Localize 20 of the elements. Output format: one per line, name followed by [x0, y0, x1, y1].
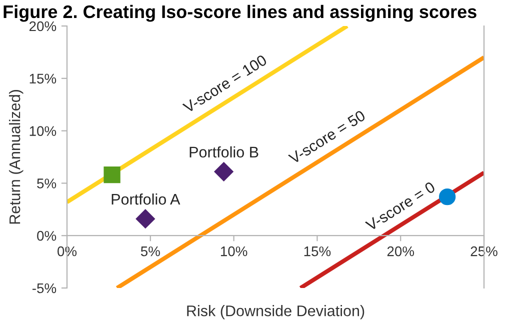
y-tick-label: 10% — [30, 126, 56, 136]
y-tick-label: 5% — [37, 178, 56, 188]
point — [136, 209, 155, 228]
x-tick-label: 5% — [140, 246, 160, 256]
y-tick-label: 20% — [29, 21, 56, 32]
x-axis-title: Risk (Downside Deviation) — [187, 305, 364, 320]
x-tick-label: 0% — [58, 246, 77, 256]
point — [104, 166, 120, 184]
series-label: Portfolio A — [112, 193, 180, 205]
y-axis-title: Return (Annualized) — [8, 90, 24, 224]
point — [438, 188, 456, 206]
chart-title: Figure 2. Creating Iso-score lines and assigning scores — [4, 4, 476, 22]
point — [214, 162, 234, 182]
y-tick-label: -5% — [32, 283, 56, 294]
x-tick-label: 10% — [220, 246, 248, 256]
y-tick-label: 0% — [37, 230, 56, 241]
y-tick-label: 15% — [30, 74, 56, 84]
x-tick-label: 15% — [304, 246, 331, 256]
x-tick-label: 20% — [387, 246, 414, 256]
series-label: Portfolio B — [190, 146, 258, 158]
